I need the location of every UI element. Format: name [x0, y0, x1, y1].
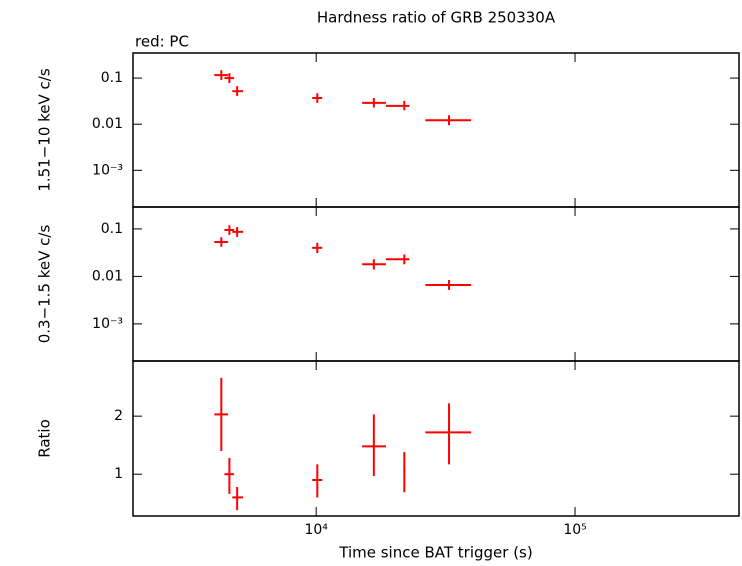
- y-axis-label: 1.51−10 keV c/s: [36, 68, 54, 192]
- plot-frame: [132, 360, 740, 517]
- y-tick-label: 0.01: [92, 268, 123, 284]
- annotation: red: PC: [135, 33, 189, 51]
- y-tick-label: 1: [114, 466, 123, 482]
- x-axis-label: Time since BAT trigger (s): [338, 544, 532, 562]
- y-tick-label: 0.01: [92, 116, 123, 132]
- y-tick-label: 10⁻³: [92, 162, 123, 178]
- x-tick-label: 10⁴: [304, 522, 328, 538]
- chart-title: Hardness ratio of GRB 250330A: [317, 9, 556, 27]
- y-tick-label: 0.1: [101, 221, 123, 237]
- y-axis-label: Ratio: [36, 419, 54, 458]
- x-tick-label: 10⁵: [563, 522, 586, 538]
- y-tick-label: 10⁻³: [92, 316, 123, 332]
- y-tick-label: 2: [114, 408, 123, 424]
- y-tick-label: 0.1: [101, 70, 123, 86]
- y-axis-label: 0.3−1.5 keV c/s: [36, 225, 54, 344]
